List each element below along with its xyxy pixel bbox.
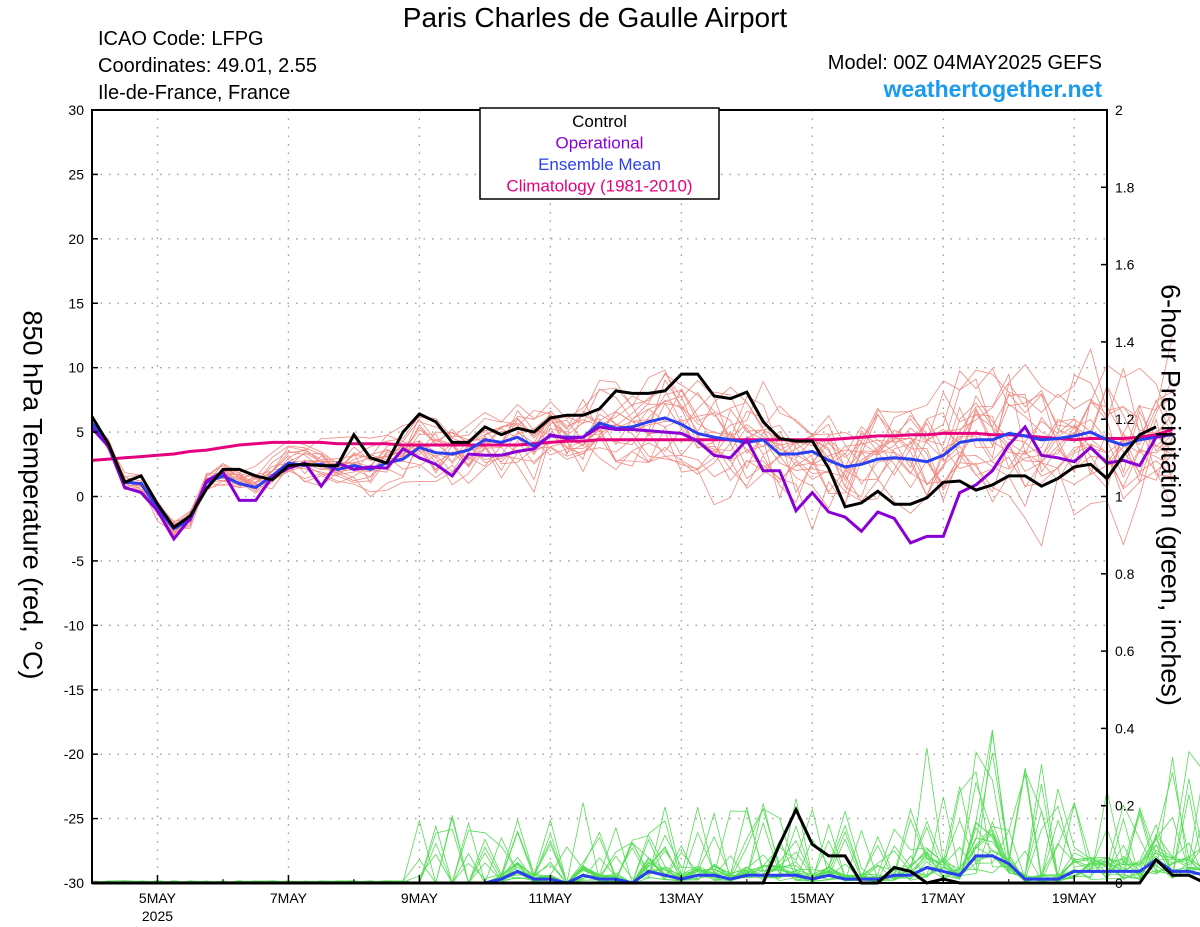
temp-member-line — [91, 378, 1173, 533]
x-tick-sublabel: 2025 — [142, 908, 173, 924]
x-tick-label: 17MAY — [921, 890, 967, 906]
grid-lines — [92, 110, 1107, 883]
control-temp-line — [90, 372, 1157, 530]
x-tick-label: 13MAY — [659, 890, 705, 906]
legend: Control Operational Ensemble Mean Climatolo… — [479, 107, 720, 200]
y-tick-label-right: 0.2 — [1115, 798, 1135, 814]
y-tick-label-left: -25 — [64, 811, 84, 827]
precip-member-line — [92, 729, 1200, 884]
y-tick-label-right: 1.8 — [1115, 179, 1135, 195]
x-tick-label: 7MAY — [270, 890, 308, 906]
chart-title: Paris Charles de Gaulle Airport — [402, 2, 788, 33]
legend-entry: Climatology (1981-2010) — [506, 177, 692, 196]
y-tick-label-left: 10 — [68, 360, 84, 376]
y-axis-label-left: 850 hPa Temperature (red, °C) — [17, 310, 48, 680]
temp-member-line — [91, 382, 1173, 532]
y-tick-label-right: 0 — [1115, 875, 1123, 891]
y-tick-label-left: 5 — [76, 424, 84, 440]
y-axis-label-right: 6-hour Precipitation (green, inches) — [1155, 284, 1186, 706]
y-tick-label-left: -10 — [64, 617, 84, 633]
x-tick-label: 11MAY — [528, 890, 572, 906]
site-link[interactable]: weathertogether.net — [883, 76, 1102, 102]
y-tick-label-right: 1.4 — [1115, 334, 1135, 350]
axes: 302520151050-5-10-15-20-25-3021.81.61.41… — [64, 102, 1135, 924]
model-run: Model: 00Z 04MAY2025 GEFS — [827, 52, 1102, 74]
x-tick-label: 9MAY — [401, 890, 439, 906]
temp-member-line — [91, 395, 1173, 533]
operational-temp-line — [90, 424, 1173, 545]
y-tick-label-right: 0.4 — [1115, 720, 1135, 736]
y-tick-label-left: -15 — [64, 682, 84, 698]
y-tick-label-left: -5 — [72, 553, 85, 569]
temp-member-line — [91, 367, 1173, 529]
legend-box — [479, 107, 720, 200]
icao-code: ICAO Code: LFPG — [98, 28, 264, 50]
region: Ile-de-France, France — [98, 82, 291, 104]
precip-member-line — [91, 732, 1200, 884]
y-tick-label-left: 30 — [68, 102, 84, 118]
y-tick-label-left: 15 — [68, 295, 84, 311]
y-tick-label-right: 1.6 — [1115, 257, 1135, 273]
y-tick-label-right: 1.2 — [1115, 411, 1135, 427]
legend-entry: Control — [572, 112, 627, 131]
temp-member-line — [91, 395, 1173, 547]
y-tick-label-right: 2 — [1115, 102, 1123, 118]
x-tick-label: 19MAY — [1052, 890, 1098, 906]
y-tick-label-left: 0 — [76, 489, 84, 505]
legend-entry: Operational — [556, 134, 644, 153]
x-tick-label: 15MAY — [790, 890, 836, 906]
plot-frame — [91, 109, 1108, 884]
y-tick-label-left: -20 — [64, 746, 84, 762]
y-tick-label-right: 0.6 — [1115, 643, 1135, 659]
temp-member-line — [91, 389, 1173, 528]
precip-member-lines — [91, 729, 1200, 884]
y-tick-label-left: -30 — [64, 875, 84, 891]
x-tick-label: 5MAY — [139, 890, 177, 906]
climatology-line — [91, 428, 1173, 462]
y-tick-label-right: 0.8 — [1115, 566, 1135, 582]
coordinates: Coordinates: 49.01, 2.55 — [98, 55, 318, 77]
y-tick-label-left: 20 — [68, 231, 84, 247]
precip-member-line — [91, 757, 1200, 884]
y-tick-label-right: 1 — [1115, 489, 1123, 505]
legend-entry: Ensemble Mean — [538, 155, 661, 174]
y-tick-label-left: 25 — [68, 166, 84, 182]
